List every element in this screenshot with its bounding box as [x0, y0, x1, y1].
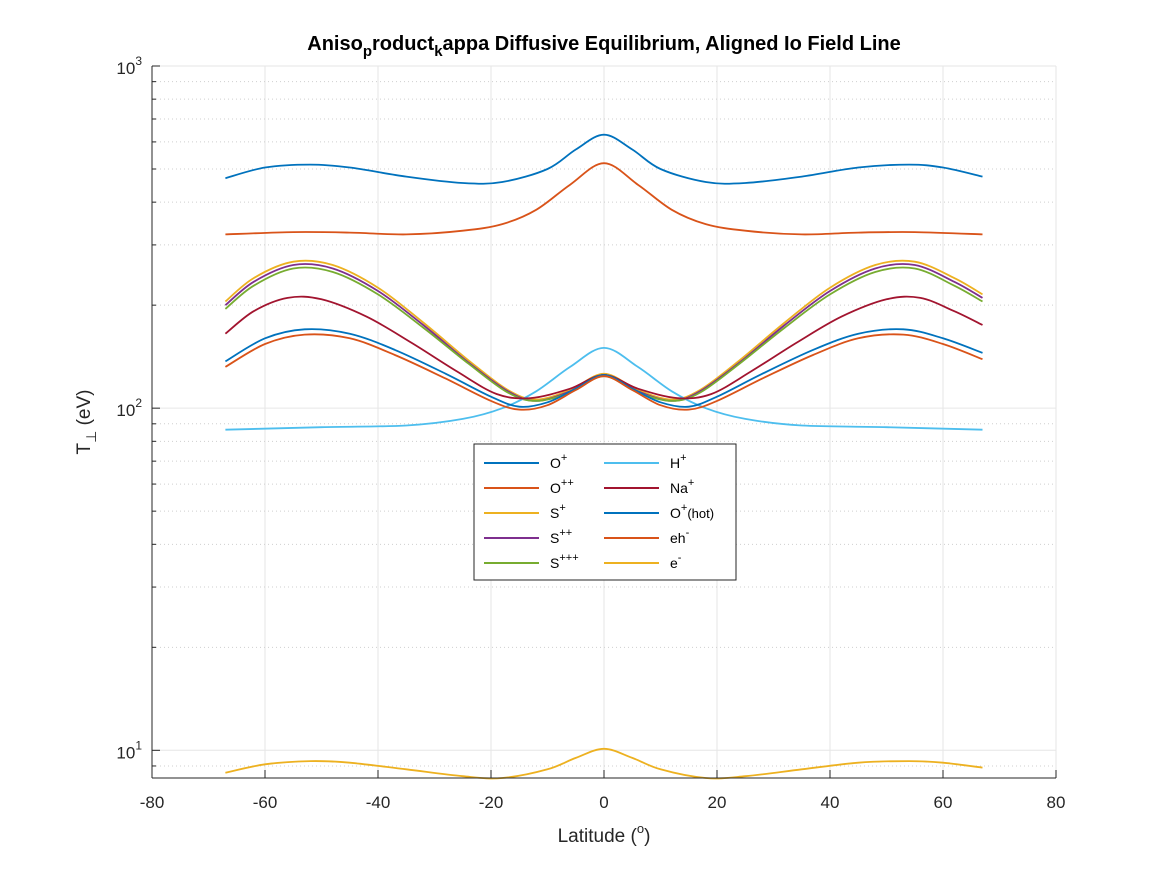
x-tick-label: 40 — [821, 793, 840, 812]
legend-label: S++ — [550, 527, 572, 546]
legend-label: H+ — [670, 452, 687, 471]
chart-title: Anisoproductkappa Diffusive Equilibrium,… — [307, 33, 900, 60]
x-tick-label: -60 — [253, 793, 278, 812]
y-axis-label: T⊥ (eV) — [74, 390, 99, 455]
axes — [151, 65, 1057, 779]
grid — [151, 65, 1057, 778]
legend-label: Na+ — [670, 477, 694, 496]
y-tick-label: 102 — [116, 396, 142, 420]
series-line-2 — [224, 259, 983, 401]
legend-label: O++ — [550, 477, 574, 496]
y-tick-label: 101 — [116, 738, 142, 762]
x-tick-label: -80 — [140, 793, 165, 812]
x-axis-label: Latitude (o) — [558, 821, 651, 847]
legend-label: e- — [670, 552, 682, 571]
x-tick-label: -40 — [366, 793, 391, 812]
series-line-1 — [225, 162, 983, 236]
series-line-9 — [225, 747, 983, 780]
x-tick-label: 0 — [599, 793, 608, 812]
series-line-8 — [224, 333, 983, 411]
legend-label: eh- — [670, 527, 690, 546]
legend-label: S+++ — [550, 552, 579, 571]
x-tick-label: 80 — [1047, 793, 1066, 812]
series-line-0 — [225, 133, 983, 185]
series-line-7 — [224, 328, 983, 408]
series-lines — [224, 133, 983, 780]
legend-label: O+ — [550, 452, 567, 471]
legend: O+ O++ S+ S++ S+++ H+ Na+ O+(hot) eh-e- — [473, 443, 737, 581]
series-line-5 — [225, 346, 983, 431]
tick-labels: -80 -60 -40 -20 0 20 40 60 80 101 102 103 — [116, 54, 1065, 812]
x-tick-label: 20 — [708, 793, 727, 812]
legend-label: S+ — [550, 502, 566, 521]
x-tick-label: -20 — [479, 793, 504, 812]
legend-label: O+(hot) — [670, 502, 714, 521]
y-tick-label: 103 — [116, 54, 142, 78]
x-tick-label: 60 — [934, 793, 953, 812]
